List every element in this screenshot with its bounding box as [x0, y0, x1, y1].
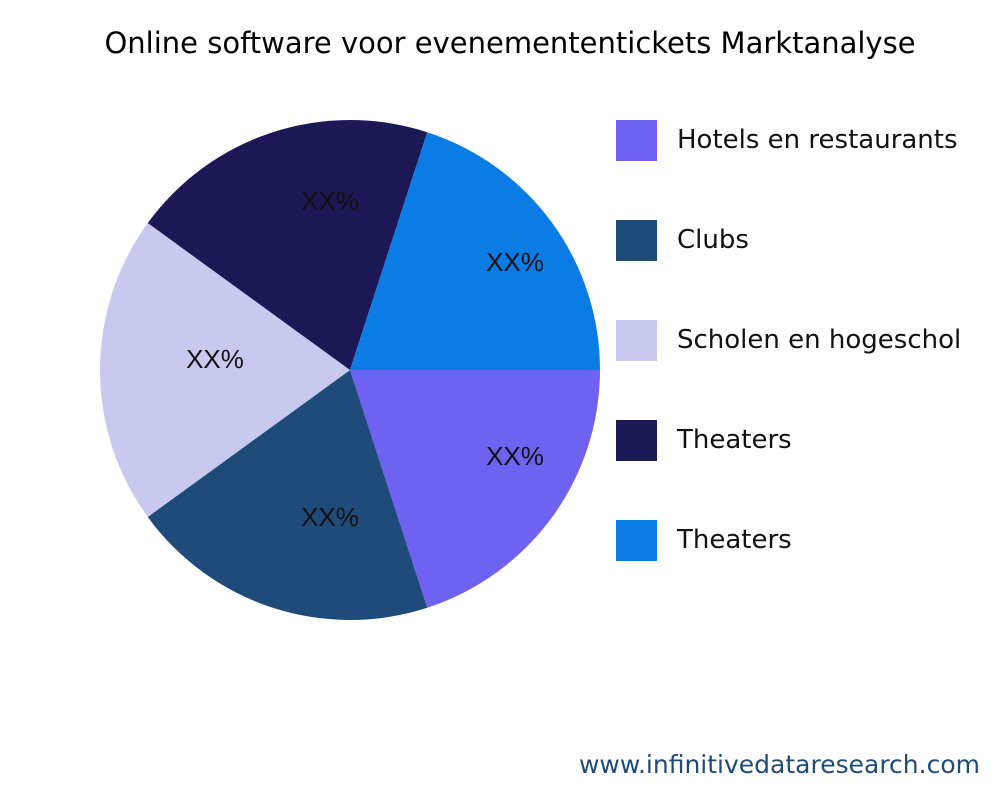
slice-label: XX% [186, 344, 244, 374]
pie-slice[interactable] [350, 132, 600, 370]
pie-slice[interactable] [147, 120, 428, 370]
pie-slice[interactable] [100, 223, 350, 517]
legend-label: Scholen en hogeschol [677, 325, 962, 355]
slice-label: XX% [486, 247, 544, 277]
legend-item[interactable]: Hotels en restaurants [616, 119, 958, 161]
legend-label: Theaters [677, 525, 792, 555]
legend-item[interactable]: Theaters [616, 519, 792, 561]
legend-item[interactable]: Scholen en hogeschol [616, 319, 961, 361]
legend-label: Hotels en restaurants [677, 125, 958, 155]
slice-label: XX% [301, 502, 359, 532]
pie-slice[interactable] [350, 370, 600, 608]
footer-url[interactable]: www.infinitivedataresearch.com [578, 750, 980, 779]
legend-swatch [616, 519, 657, 561]
legend-swatch [616, 419, 657, 461]
slice-label: XX% [486, 441, 544, 471]
legend-swatch [616, 119, 657, 161]
legend-swatch [616, 319, 657, 361]
chart-title: Online software voor evenemententickets … [104, 26, 916, 60]
pie-slice[interactable] [147, 370, 428, 620]
legend-item[interactable]: Clubs [616, 219, 749, 261]
legend-swatch [616, 219, 657, 261]
legend-label: Theaters [677, 425, 792, 455]
legend-item[interactable]: Theaters [616, 419, 792, 461]
legend-label: Clubs [677, 225, 749, 255]
slice-label: XX% [301, 186, 359, 216]
